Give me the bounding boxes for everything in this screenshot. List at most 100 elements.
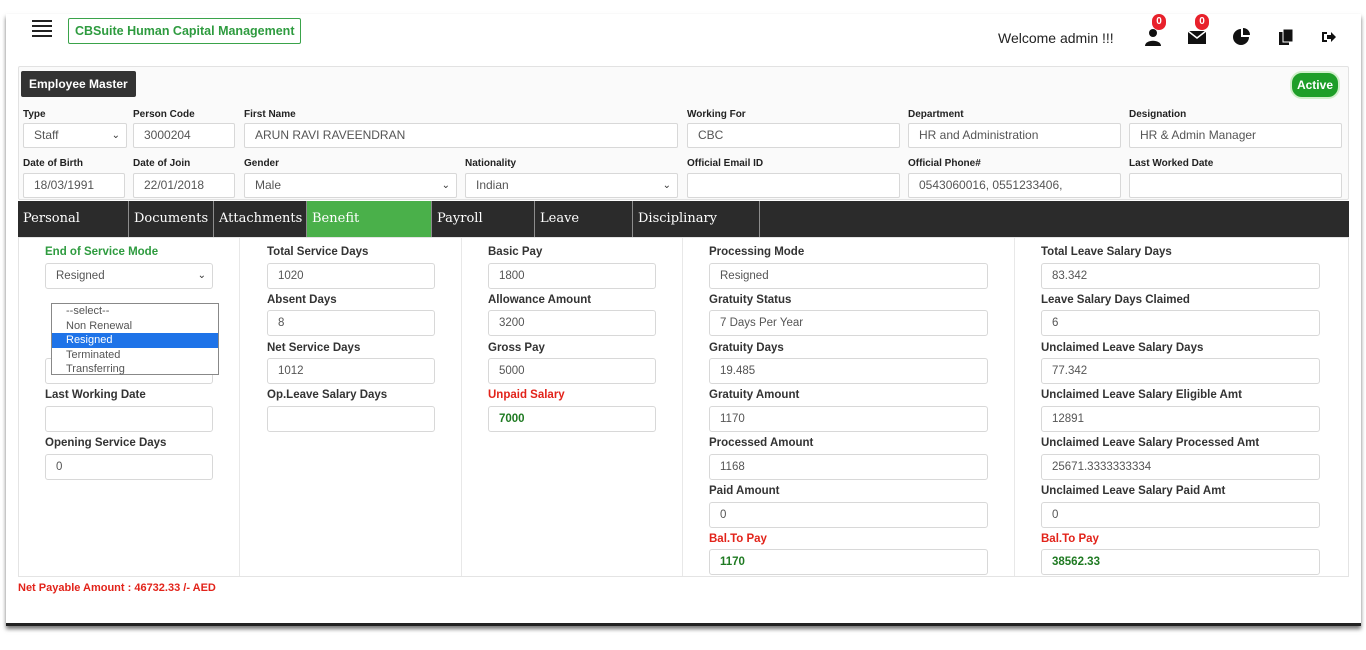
unclaimed-eligible-label: Unclaimed Leave Salary Eligible Amt bbox=[1041, 389, 1242, 401]
gratuity-status-label: Gratuity Status bbox=[709, 294, 792, 306]
total-service-label: Total Service Days bbox=[267, 246, 369, 258]
user-icon[interactable]: 0 bbox=[1144, 14, 1166, 48]
tab-attachments[interactable]: Attachments bbox=[214, 201, 307, 237]
type-label: Type bbox=[23, 109, 46, 120]
unclaimed-paid-field[interactable]: 0 bbox=[1041, 502, 1320, 528]
opening-service-label: Opening Service Days bbox=[45, 437, 167, 449]
allowance-field[interactable]: 3200 bbox=[488, 310, 656, 336]
official-phone-field[interactable]: 0543060016, 0551233406, bbox=[908, 173, 1121, 198]
gross-pay-label: Gross Pay bbox=[488, 342, 545, 354]
total-leave-label: Total Leave Salary Days bbox=[1041, 246, 1172, 258]
unclaimed-eligible-field[interactable]: 12891 bbox=[1041, 406, 1320, 432]
column-divider bbox=[682, 238, 683, 576]
bal-to-pay-field[interactable]: 1170 bbox=[709, 549, 988, 575]
designation-field[interactable]: HR & Admin Manager bbox=[1129, 123, 1342, 148]
dropdown-option[interactable]: Transferring bbox=[66, 363, 125, 375]
gender-select[interactable]: Male ⌄ bbox=[244, 173, 457, 198]
mail-badge: 0 bbox=[1195, 14, 1209, 30]
column-divider bbox=[1014, 238, 1015, 576]
person-code-field[interactable]: 3000204 bbox=[133, 123, 235, 148]
dropdown-option[interactable]: Non Renewal bbox=[66, 319, 133, 332]
processing-mode-label: Processing Mode bbox=[709, 246, 805, 258]
last-working-field[interactable] bbox=[45, 406, 213, 432]
doj-field[interactable]: 22/01/2018 bbox=[133, 173, 235, 198]
leave-claimed-label: Leave Salary Days Claimed bbox=[1041, 294, 1190, 306]
unclaimed-processed-label: Unclaimed Leave Salary Processed Amt bbox=[1041, 437, 1260, 449]
tab-personal-details[interactable]: Personal Details bbox=[18, 201, 129, 262]
working-for-label: Working For bbox=[687, 109, 746, 120]
nationality-select[interactable]: Indian ⌄ bbox=[465, 173, 678, 198]
net-service-field[interactable]: 1012 bbox=[267, 358, 435, 384]
processing-mode-field[interactable]: Resigned bbox=[709, 263, 988, 289]
employee-master-panel: Employee Master Active Type Person Code … bbox=[18, 66, 1349, 200]
last-worked-label: Last Worked Date bbox=[1129, 158, 1214, 169]
copy-icon[interactable] bbox=[1277, 28, 1297, 48]
employee-master-title: Employee Master bbox=[21, 71, 136, 97]
gratuity-days-field[interactable]: 19.485 bbox=[709, 358, 988, 384]
paid-amount-field[interactable]: 0 bbox=[709, 502, 988, 528]
dropdown-option[interactable]: --select-- bbox=[66, 305, 110, 317]
gross-pay-field[interactable]: 5000 bbox=[488, 358, 656, 384]
op-leave-field[interactable] bbox=[267, 406, 435, 432]
last-working-label: Last Working Date bbox=[45, 389, 146, 401]
net-service-label: Net Service Days bbox=[267, 342, 361, 354]
eos-mode-dropdown: --select-- Non Renewal Resigned Terminat… bbox=[51, 303, 219, 375]
nationality-value: Indian bbox=[476, 178, 509, 192]
last-worked-field[interactable] bbox=[1129, 173, 1342, 198]
eos-mode-select[interactable]: Resigned ⌄ bbox=[45, 263, 213, 289]
dropdown-option-selected[interactable]: Resigned bbox=[52, 333, 218, 348]
designation-label: Designation bbox=[1129, 109, 1187, 120]
tab-leave-history[interactable]: Leave History bbox=[535, 201, 633, 262]
status-badge: Active bbox=[1289, 71, 1340, 99]
tab-payroll-history[interactable]: Payroll History bbox=[432, 201, 535, 262]
official-email-field[interactable] bbox=[687, 173, 900, 198]
tab-bar: Personal Details Documents Attachments B… bbox=[18, 201, 1349, 262]
welcome-text: Welcome admin !!! bbox=[998, 30, 1114, 46]
gender-label: Gender bbox=[244, 158, 280, 169]
column-divider bbox=[461, 238, 462, 576]
unclaimed-days-field[interactable]: 77.342 bbox=[1041, 358, 1320, 384]
basic-pay-field[interactable]: 1800 bbox=[488, 263, 656, 289]
processed-amount-field[interactable]: 1168 bbox=[709, 454, 988, 480]
total-service-field[interactable]: 1020 bbox=[267, 263, 435, 289]
gratuity-amount-field[interactable]: 1170 bbox=[709, 406, 988, 432]
tab-disciplinary-action[interactable]: Disciplinary Action bbox=[633, 201, 760, 262]
net-payable-text: Net Payable Amount : 46732.33 /- AED bbox=[18, 582, 216, 594]
allowance-label: Allowance Amount bbox=[488, 294, 592, 306]
mail-icon[interactable]: 0 bbox=[1187, 14, 1209, 48]
chevron-down-icon: ⌄ bbox=[441, 180, 450, 191]
opening-service-field[interactable]: 0 bbox=[45, 454, 213, 480]
person-code-label: Person Code bbox=[133, 109, 195, 120]
op-leave-label: Op.Leave Salary Days bbox=[267, 389, 388, 401]
gender-value: Male bbox=[255, 178, 282, 192]
tab-documents[interactable]: Documents bbox=[129, 201, 214, 237]
gratuity-amount-label: Gratuity Amount bbox=[709, 389, 800, 401]
total-leave-field[interactable]: 83.342 bbox=[1041, 263, 1320, 289]
doj-label: Date of Join bbox=[133, 158, 191, 169]
unclaimed-processed-field[interactable]: 25671.3333333334 bbox=[1041, 454, 1320, 480]
department-label: Department bbox=[908, 109, 964, 120]
logout-icon[interactable] bbox=[1320, 28, 1340, 48]
official-email-label: Official Email ID bbox=[687, 158, 764, 169]
first-name-field[interactable]: ARUN RAVI RAVEENDRAN bbox=[244, 123, 678, 148]
tab-benefit-calculator[interactable]: Benefit Calculator bbox=[307, 201, 432, 262]
unclaimed-days-label: Unclaimed Leave Salary Days bbox=[1041, 342, 1204, 354]
type-select[interactable]: Staff ⌄ bbox=[23, 123, 127, 148]
menu-icon[interactable] bbox=[32, 20, 52, 40]
dob-field[interactable]: 18/03/1991 bbox=[23, 173, 125, 198]
working-for-field[interactable]: CBC bbox=[687, 123, 900, 148]
app-window: CBSuite Human Capital Management Welcome… bbox=[6, 14, 1361, 626]
department-field[interactable]: HR and Administration bbox=[908, 123, 1121, 148]
absent-days-field[interactable]: 8 bbox=[267, 310, 435, 336]
absent-days-label: Absent Days bbox=[267, 294, 337, 306]
user-badge: 0 bbox=[1152, 14, 1166, 30]
pie-chart-icon[interactable] bbox=[1232, 28, 1252, 48]
leave-claimed-field[interactable]: 6 bbox=[1041, 310, 1320, 336]
gratuity-status-field[interactable]: 7 Days Per Year bbox=[709, 310, 988, 336]
brand-title: CBSuite Human Capital Management bbox=[68, 18, 302, 44]
unpaid-salary-field[interactable]: 7000 bbox=[488, 406, 656, 432]
leave-bal-to-pay-field[interactable]: 38562.33 bbox=[1041, 549, 1320, 575]
dropdown-option[interactable]: Terminated bbox=[66, 348, 121, 361]
first-name-label: First Name bbox=[244, 109, 296, 120]
official-phone-label: Official Phone# bbox=[908, 158, 981, 169]
